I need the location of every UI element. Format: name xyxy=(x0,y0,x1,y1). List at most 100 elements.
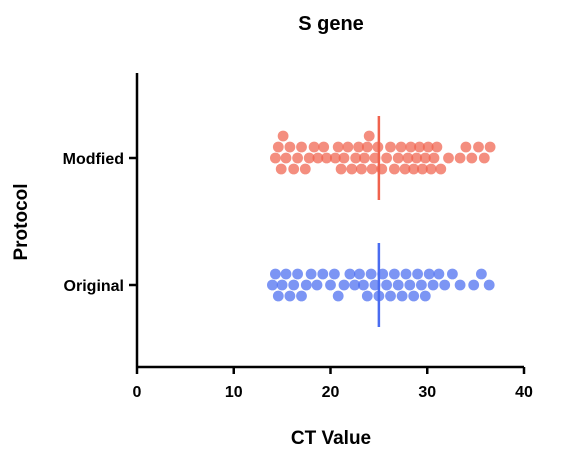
data-point xyxy=(338,279,350,291)
data-point xyxy=(443,152,454,164)
data-point xyxy=(359,152,370,164)
data-point xyxy=(408,290,420,302)
data-point xyxy=(365,268,377,280)
data-point xyxy=(346,163,358,175)
data-point xyxy=(275,163,287,175)
data-point xyxy=(428,152,440,164)
data-point xyxy=(296,141,307,153)
data-point xyxy=(317,268,329,280)
data-point xyxy=(321,152,332,164)
data-point xyxy=(396,290,408,302)
data-point xyxy=(417,163,428,175)
chart-title: S gene xyxy=(298,13,364,35)
data-point xyxy=(342,141,354,153)
data-point xyxy=(305,268,317,280)
data-point xyxy=(349,279,361,291)
data-point xyxy=(311,279,323,291)
data-point xyxy=(272,141,284,153)
data-point xyxy=(411,152,422,164)
data-point xyxy=(427,279,439,291)
data-point xyxy=(433,268,445,280)
data-point xyxy=(476,268,487,280)
data-point xyxy=(422,141,434,153)
data-point xyxy=(270,268,281,280)
data-point xyxy=(350,152,362,164)
data-point xyxy=(312,152,324,164)
data-point xyxy=(288,163,300,175)
data-point xyxy=(329,152,341,164)
category-label: Modfied xyxy=(63,151,124,168)
data-point xyxy=(431,141,443,153)
data-point xyxy=(358,279,369,291)
data-point xyxy=(439,279,451,291)
x-axis-label: CT Value xyxy=(291,428,371,449)
points-layer xyxy=(267,130,496,302)
data-point xyxy=(332,141,344,153)
data-point xyxy=(399,163,411,175)
data-point xyxy=(392,152,404,164)
category-label: Original xyxy=(64,278,124,295)
data-point xyxy=(296,290,307,302)
data-point xyxy=(280,152,292,164)
y-ticks: Modfied Original xyxy=(63,151,137,295)
data-point xyxy=(381,279,392,291)
x-tick-label: 40 xyxy=(515,384,533,401)
data-point xyxy=(405,141,417,153)
x-tick-label: 20 xyxy=(322,384,340,401)
data-point xyxy=(468,279,480,291)
data-point xyxy=(300,279,312,291)
data-point xyxy=(366,163,378,175)
data-point xyxy=(389,163,400,175)
data-point xyxy=(425,163,437,175)
data-point xyxy=(318,141,330,153)
x-tick-label: 0 xyxy=(133,384,142,401)
data-point xyxy=(478,152,490,164)
data-point xyxy=(292,268,303,280)
data-point xyxy=(361,141,373,153)
data-point xyxy=(303,152,315,164)
data-point xyxy=(292,152,303,164)
data-point xyxy=(483,279,495,291)
data-point xyxy=(329,268,340,280)
data-point xyxy=(385,290,396,302)
data-point xyxy=(356,163,367,175)
data-point xyxy=(335,163,347,175)
x-tick-label: 10 xyxy=(225,384,243,401)
data-point xyxy=(272,290,284,302)
data-point xyxy=(288,279,300,291)
data-point xyxy=(361,290,373,302)
data-point xyxy=(460,141,472,153)
data-point xyxy=(299,163,311,175)
data-point xyxy=(416,279,427,291)
data-point xyxy=(270,152,281,164)
data-point xyxy=(325,279,336,291)
data-point xyxy=(344,268,356,280)
data-point xyxy=(392,279,404,291)
data-point xyxy=(385,141,396,153)
data-point xyxy=(402,152,414,164)
data-point xyxy=(435,163,447,175)
data-point xyxy=(363,130,375,142)
data-point xyxy=(484,141,496,153)
data-point xyxy=(408,163,420,175)
data-point xyxy=(419,152,431,164)
data-point xyxy=(354,268,365,280)
data-point xyxy=(284,290,296,302)
data-point xyxy=(267,279,278,291)
data-point xyxy=(332,290,344,302)
data-point xyxy=(423,268,435,280)
y-axis-label: Protocol xyxy=(11,183,32,260)
data-point xyxy=(284,141,296,153)
data-point xyxy=(395,141,407,153)
data-point xyxy=(400,268,412,280)
data-point xyxy=(381,152,392,164)
data-point xyxy=(419,290,431,302)
data-point xyxy=(338,152,350,164)
data-point xyxy=(447,268,458,280)
data-point xyxy=(353,141,364,153)
data-point xyxy=(276,279,288,291)
data-point xyxy=(389,268,400,280)
data-point xyxy=(412,268,423,280)
data-point xyxy=(454,152,466,164)
